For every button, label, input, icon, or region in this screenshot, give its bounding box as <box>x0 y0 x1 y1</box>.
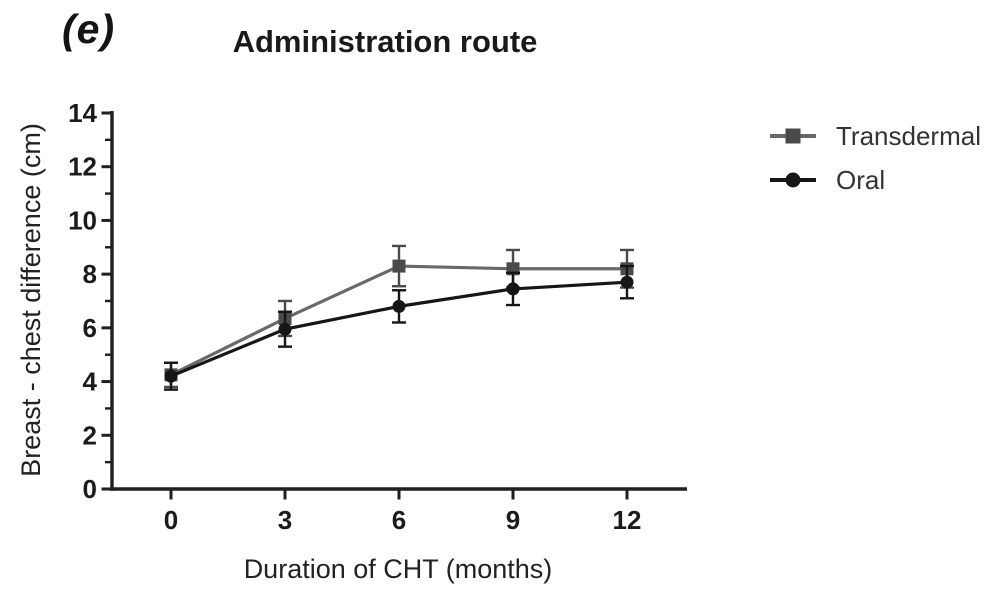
panel-label: (e) <box>62 6 116 52</box>
svg-text:6: 6 <box>392 505 406 535</box>
svg-text:14: 14 <box>68 98 97 128</box>
legend-label-oral: Oral <box>836 164 886 195</box>
svg-text:8: 8 <box>83 259 97 289</box>
chart-title: Administration route <box>232 24 538 59</box>
svg-text:4: 4 <box>83 367 98 397</box>
axes: 0 2 4 6 8 10 12 14 0 3 6 9 12 <box>68 98 687 535</box>
y-axis-label: Breast - chest difference (cm) <box>16 123 46 477</box>
data-series <box>164 244 634 391</box>
transdermal-marker-icon <box>770 128 816 144</box>
svg-text:10: 10 <box>68 205 97 235</box>
x-axis-label: Duration of CHT (months) <box>244 554 553 584</box>
svg-text:12: 12 <box>613 505 642 535</box>
legend: Transdermal Oral <box>770 121 981 209</box>
svg-text:2: 2 <box>83 420 97 450</box>
svg-text:12: 12 <box>68 152 97 182</box>
legend-label-transdermal: Transdermal <box>836 120 981 151</box>
legend-item-transdermal: Transdermal <box>770 121 981 151</box>
svg-text:9: 9 <box>506 505 520 535</box>
svg-text:3: 3 <box>278 505 292 535</box>
svg-text:6: 6 <box>83 313 97 343</box>
legend-item-oral: Oral <box>770 165 981 195</box>
svg-text:0: 0 <box>83 474 97 504</box>
svg-text:0: 0 <box>164 505 178 535</box>
oral-marker-icon <box>770 172 816 188</box>
